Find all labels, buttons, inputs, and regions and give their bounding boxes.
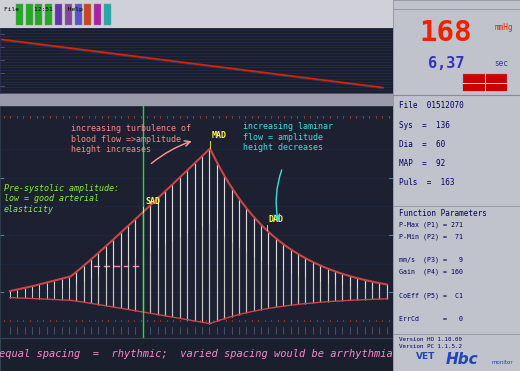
Text: SAD: SAD xyxy=(145,197,160,206)
Text: MAP  =  92: MAP = 92 xyxy=(399,159,445,168)
Text: Dia  =  60: Dia = 60 xyxy=(399,140,445,149)
Text: VET: VET xyxy=(415,352,435,361)
Bar xyxy=(25,4,33,25)
Text: Puls  =  163: Puls = 163 xyxy=(399,178,454,187)
Text: 42: 42 xyxy=(395,233,401,237)
Bar xyxy=(84,4,92,25)
Text: mmHg: mmHg xyxy=(495,23,513,32)
Text: 168: 168 xyxy=(420,19,472,47)
Bar xyxy=(104,4,111,25)
Text: File  01512070: File 01512070 xyxy=(399,101,464,110)
Text: P-Max (P1) = 271: P-Max (P1) = 271 xyxy=(399,221,463,228)
Bar xyxy=(16,4,23,25)
Text: Hbc: Hbc xyxy=(446,352,479,367)
Text: mm/s  (P3) =   9: mm/s (P3) = 9 xyxy=(399,257,463,263)
Text: sec: sec xyxy=(495,59,509,68)
Bar xyxy=(55,4,62,25)
Text: increasing turbulence of
blood flow =>amplitude
height increases: increasing turbulence of blood flow =>am… xyxy=(71,124,191,154)
Text: Version HO 1.10.00: Version HO 1.10.00 xyxy=(399,337,462,342)
Text: Version PC 1.1.5.2: Version PC 1.1.5.2 xyxy=(399,344,462,349)
Text: Sys  =  136: Sys = 136 xyxy=(399,121,450,129)
Text: DAD: DAD xyxy=(269,215,284,224)
Bar xyxy=(94,4,101,25)
Text: 14: 14 xyxy=(395,290,401,295)
Text: 6,37: 6,37 xyxy=(428,56,464,70)
Text: P-Min (P2) =  71: P-Min (P2) = 71 xyxy=(399,233,463,240)
Bar xyxy=(45,4,52,25)
Text: Function Parameters: Function Parameters xyxy=(399,209,487,218)
Text: monitor: monitor xyxy=(492,360,514,365)
Bar xyxy=(65,4,72,25)
Bar xyxy=(35,4,43,25)
Text: 70: 70 xyxy=(395,175,401,180)
Text: MAD: MAD xyxy=(212,131,227,140)
Text: increasing laminar
flow = amplitude
height decreases: increasing laminar flow = amplitude heig… xyxy=(243,122,333,152)
Bar xyxy=(463,74,508,91)
Text: equal spacing  =  rhythmic;  varied spacing would be arrhythmia: equal spacing = rhythmic; varied spacing… xyxy=(0,349,393,359)
Bar xyxy=(74,4,82,25)
Text: CoEff (P5) =  C1: CoEff (P5) = C1 xyxy=(399,292,463,299)
Bar xyxy=(463,85,508,91)
Text: ErrCd      =   0: ErrCd = 0 xyxy=(399,316,463,322)
Text: File    12:51    Help: File 12:51 Help xyxy=(4,7,83,12)
Text: Pre-systolic amplitude:
low = good arterial
elasticity: Pre-systolic amplitude: low = good arter… xyxy=(4,184,119,214)
Text: Gain  (P4) = 160: Gain (P4) = 160 xyxy=(399,269,463,275)
